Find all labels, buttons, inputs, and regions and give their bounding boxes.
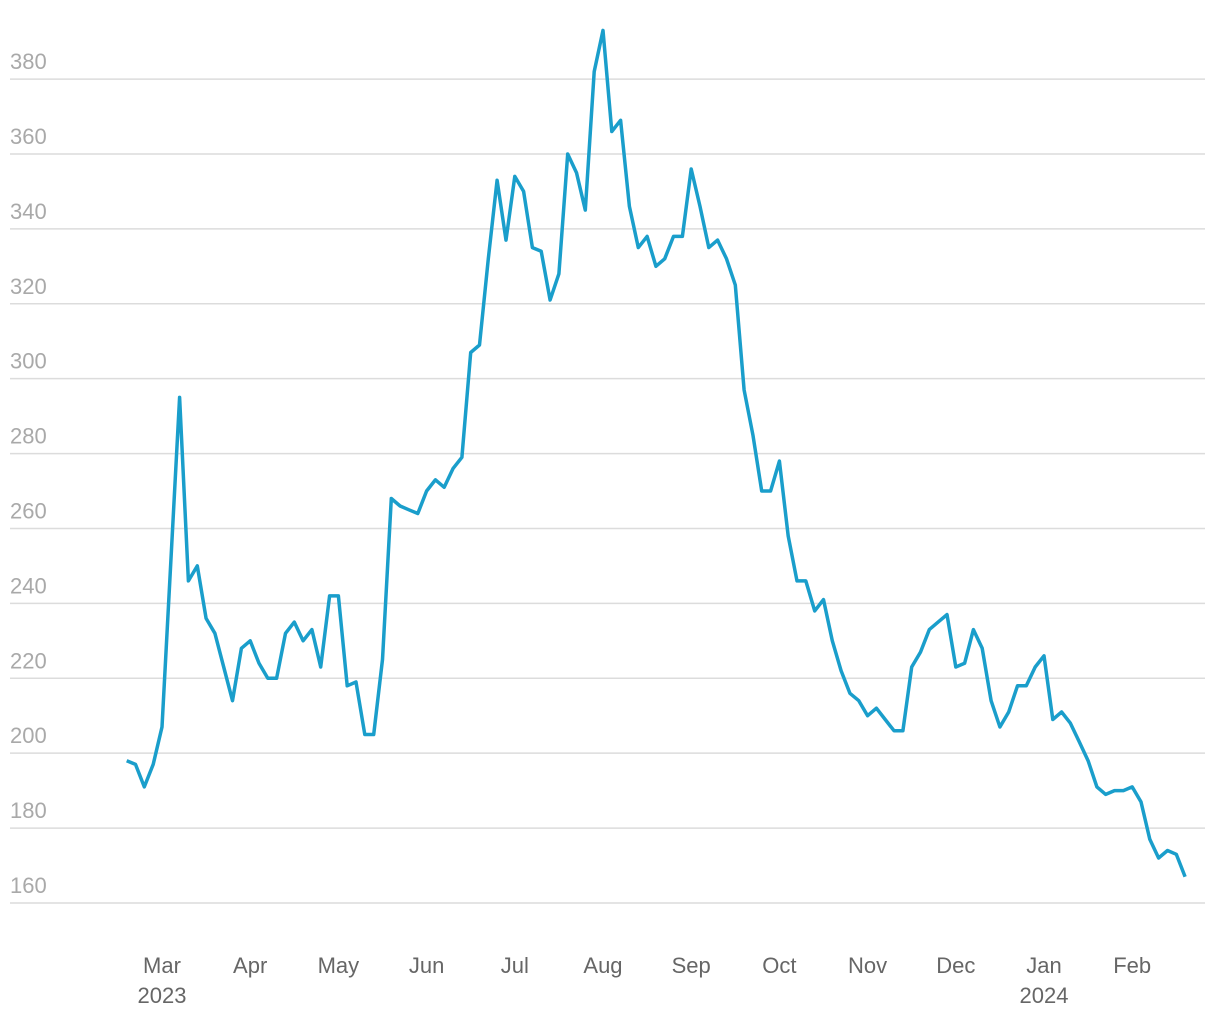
y-tick-label: 160 — [10, 873, 47, 898]
x-tick-label: Jul — [501, 953, 529, 978]
y-tick-label: 300 — [10, 349, 47, 374]
y-tick-label: 200 — [10, 723, 47, 748]
y-tick-label: 320 — [10, 274, 47, 299]
x-tick-label: Feb — [1113, 953, 1151, 978]
x-year-label: 2024 — [1020, 983, 1069, 1008]
x-tick-label: Sep — [672, 953, 711, 978]
x-tick-label: Mar — [143, 953, 181, 978]
x-tick-label: Nov — [848, 953, 887, 978]
x-tick-label: Jan — [1026, 953, 1061, 978]
y-tick-label: 380 — [10, 49, 47, 74]
x-year-label: 2023 — [138, 983, 187, 1008]
x-tick-label: Oct — [762, 953, 796, 978]
x-tick-label: May — [318, 953, 360, 978]
y-tick-label: 220 — [10, 648, 47, 673]
y-tick-label: 340 — [10, 199, 47, 224]
y-tick-label: 260 — [10, 498, 47, 523]
x-tick-label: Jun — [409, 953, 444, 978]
line — [126, 28, 1187, 878]
y-tick-label: 240 — [10, 573, 47, 598]
y-tick-label: 360 — [10, 124, 47, 149]
x-tick-label: Dec — [936, 953, 975, 978]
x-tick-label: Apr — [233, 953, 267, 978]
y-tick-label: 280 — [10, 424, 47, 449]
x-tick-label: Aug — [583, 953, 622, 978]
y-tick-label: 180 — [10, 798, 47, 823]
